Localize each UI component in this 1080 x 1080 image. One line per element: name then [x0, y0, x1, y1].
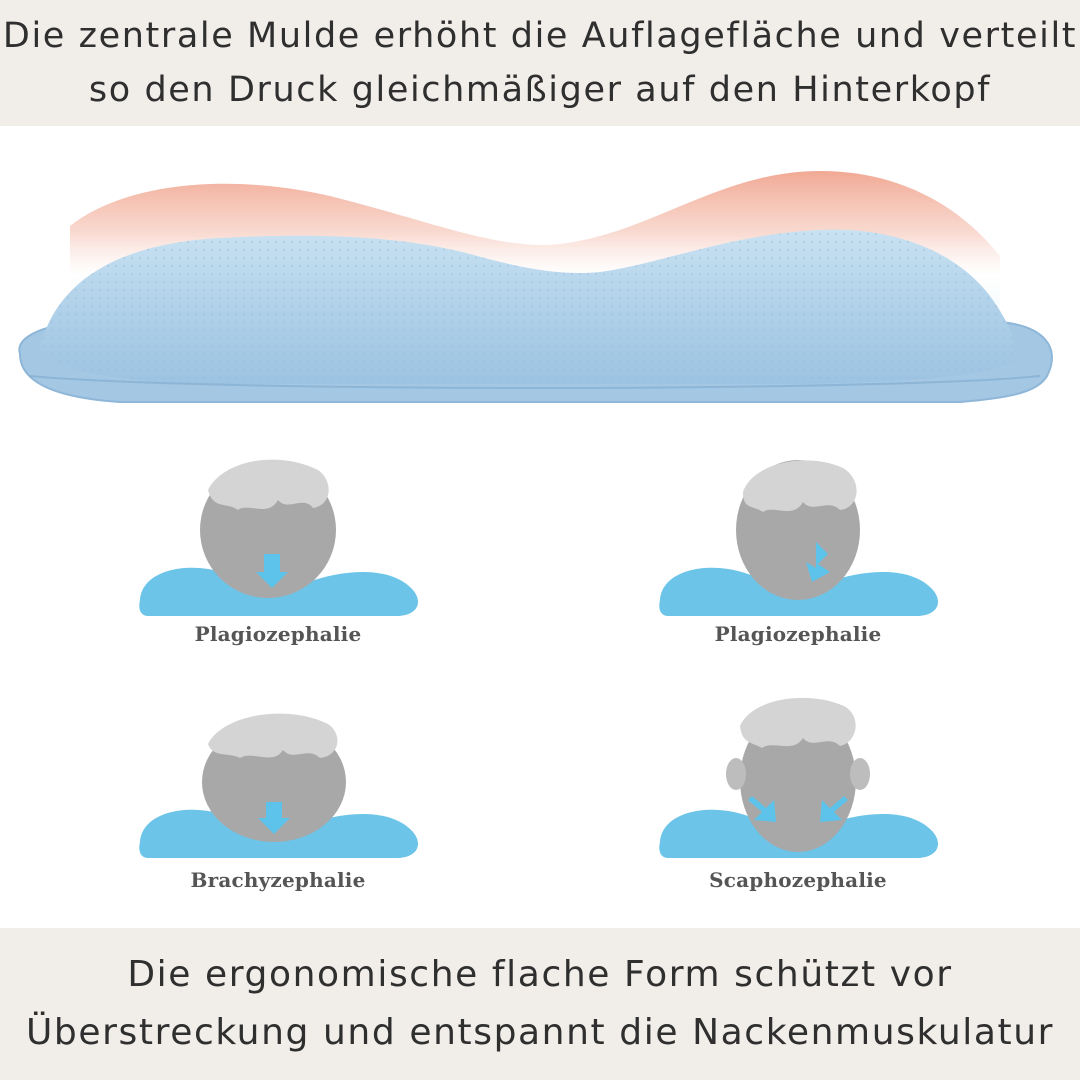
- arrow-diagonal-right-icon: [820, 796, 848, 822]
- arrow-diagonal-left-icon: [748, 796, 776, 822]
- diagram-label: Scaphozephalie: [709, 868, 887, 892]
- arrow-diagonal-icon: [806, 542, 830, 582]
- pillow-illustration: [0, 126, 1080, 436]
- diagram-scaphozephalie: Scaphozephalie: [648, 692, 948, 912]
- diagram-label: Brachyzephalie: [190, 868, 366, 892]
- footer-line-1: Die ergonomische flache Form schützt vor: [127, 954, 953, 996]
- header-line-2: so den Druck gleichmäßiger auf den Hinte…: [88, 70, 992, 110]
- diagram-label: Plagiozephalie: [714, 622, 882, 646]
- footer-banner: Die ergonomische flache Form schützt vor…: [0, 928, 1080, 1080]
- footer-line-2: Überstreckung und entspannt die Nackenmu…: [25, 1012, 1055, 1053]
- arrow-down-icon: [256, 554, 288, 588]
- diagram-plagiozephalie-left: Plagiozephalie: [128, 450, 428, 670]
- diagram-brachyzephalie: Brachyzephalie: [128, 692, 428, 912]
- diagram-plagiozephalie-right: Plagiozephalie: [648, 450, 948, 670]
- diagram-label: Plagiozephalie: [194, 622, 362, 646]
- arrow-down-icon: [258, 802, 290, 834]
- header-banner: Die zentrale Mulde erhöht die Auflageflä…: [0, 0, 1080, 126]
- header-line-1: Die zentrale Mulde erhöht die Auflageflä…: [2, 15, 1078, 56]
